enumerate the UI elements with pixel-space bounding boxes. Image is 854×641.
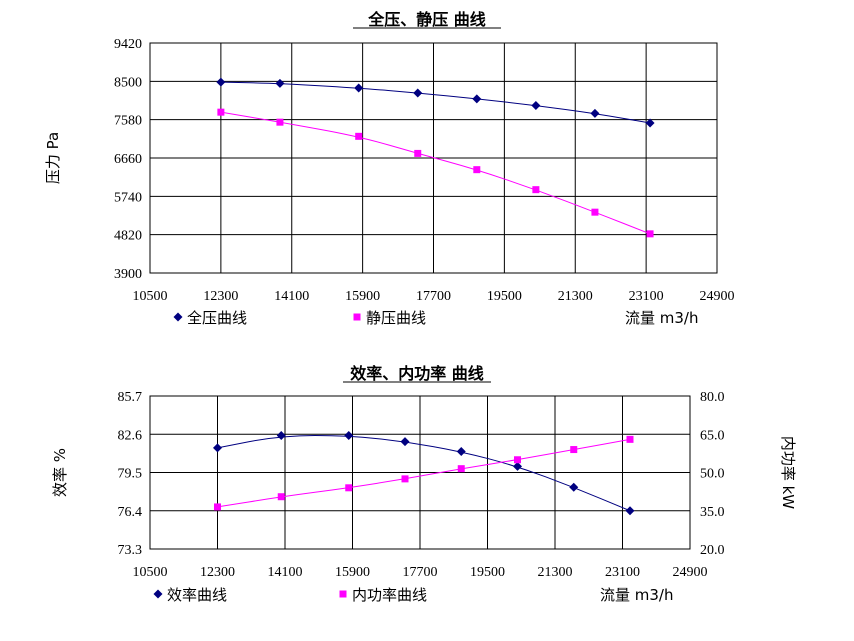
y-tick-label: 8500 (114, 75, 142, 90)
data-point-series-2 (514, 456, 521, 464)
y-tick-label: 76.4 (118, 505, 143, 520)
x-tick-label: 15900 (345, 289, 380, 304)
data-point-series-2 (570, 446, 578, 454)
x-tick-label: 21300 (558, 289, 593, 304)
data-point-series-1 (275, 78, 285, 88)
x-tick-label: 24900 (700, 289, 735, 304)
x-axis-label: 流量 m3/h (600, 586, 673, 604)
data-point-series-2 (591, 208, 599, 216)
data-point-series-2 (401, 475, 409, 483)
x-tick-label: 23100 (605, 565, 640, 580)
x-tick-label: 10500 (133, 289, 168, 304)
y2-tick-label: 80.0 (700, 390, 725, 405)
data-point-series-1 (276, 430, 286, 440)
series-line-2 (220, 111, 651, 235)
y-tick-label: 3900 (114, 267, 142, 282)
y2-tick-label: 20.0 (700, 543, 725, 558)
data-point-series-1 (590, 108, 600, 118)
data-point-series-2 (457, 465, 465, 473)
x-tick-label: 23100 (629, 289, 664, 304)
legend-label-1: 效率曲线 (167, 586, 227, 604)
x-tick-label: 10500 (133, 565, 168, 580)
legend-label-2: 内功率曲线 (352, 586, 427, 604)
y-axis-label: 压力 Pa (44, 132, 62, 184)
x-tick-label: 15900 (335, 565, 370, 580)
y-tick-label: 4820 (114, 229, 142, 244)
y-tick-label: 9420 (114, 37, 142, 52)
data-point-series-2 (214, 503, 221, 511)
legend-marker-2 (353, 313, 361, 321)
x-axis-label: 流量 m3/h (625, 309, 698, 327)
data-point-series-1 (472, 94, 482, 104)
x-tick-label: 12300 (200, 565, 235, 580)
y2-axis-label: 内功率 kW (779, 436, 797, 509)
x-tick-label: 21300 (538, 565, 573, 580)
data-point-series-1 (413, 88, 423, 98)
x-tick-label: 14100 (274, 289, 309, 304)
data-point-series-2 (277, 493, 285, 501)
data-point-series-1 (216, 77, 226, 87)
data-point-series-1 (344, 430, 354, 440)
data-point-series-1 (625, 506, 635, 516)
data-point-series-2 (414, 149, 422, 157)
series-line-1 (220, 81, 651, 124)
data-point-series-2 (646, 230, 654, 238)
y-tick-label: 7580 (114, 114, 142, 129)
legend-label-2: 静压曲线 (366, 309, 426, 327)
data-point-series-1 (531, 101, 541, 110)
y-tick-label: 73.3 (118, 543, 143, 558)
data-point-series-2 (276, 118, 284, 126)
data-point-series-2 (532, 186, 540, 194)
data-point-series-1 (513, 461, 522, 471)
data-point-series-2 (217, 108, 225, 116)
y-tick-label: 85.7 (118, 390, 143, 405)
x-tick-label: 24900 (673, 565, 708, 580)
data-point-series-2 (473, 166, 481, 174)
data-point-series-2 (355, 132, 363, 140)
chart-title: 效率、内功率 曲线 (350, 364, 484, 383)
legend-marker-2 (339, 590, 347, 598)
y-tick-label: 79.5 (118, 467, 143, 482)
data-point-series-1 (456, 447, 466, 457)
data-point-series-1 (354, 83, 364, 93)
x-tick-label: 19500 (470, 565, 505, 580)
chart-title: 全压、静压 曲线 (367, 10, 486, 29)
x-tick-label: 19500 (487, 289, 522, 304)
legend-label-1: 全压曲线 (187, 309, 247, 327)
data-point-series-2 (626, 435, 634, 443)
legend-marker-1 (173, 312, 183, 322)
y-axis-label: 效率 % (51, 448, 69, 497)
y-tick-label: 82.6 (118, 428, 143, 443)
y-tick-label: 5740 (114, 190, 142, 205)
y-tick-label: 6660 (114, 152, 142, 167)
legend-marker-1 (153, 589, 163, 599)
x-tick-label: 14100 (268, 565, 303, 580)
data-point-series-2 (345, 484, 353, 492)
data-point-series-1 (400, 437, 410, 447)
y2-tick-label: 35.0 (700, 505, 725, 520)
data-point-series-1 (213, 443, 222, 453)
y2-tick-label: 50.0 (700, 467, 725, 482)
data-point-series-1 (645, 118, 655, 128)
data-point-series-1 (569, 482, 579, 492)
x-tick-label: 17700 (416, 289, 451, 304)
y2-tick-label: 65.0 (700, 428, 725, 443)
x-tick-label: 12300 (203, 289, 238, 304)
x-tick-label: 17700 (403, 565, 438, 580)
